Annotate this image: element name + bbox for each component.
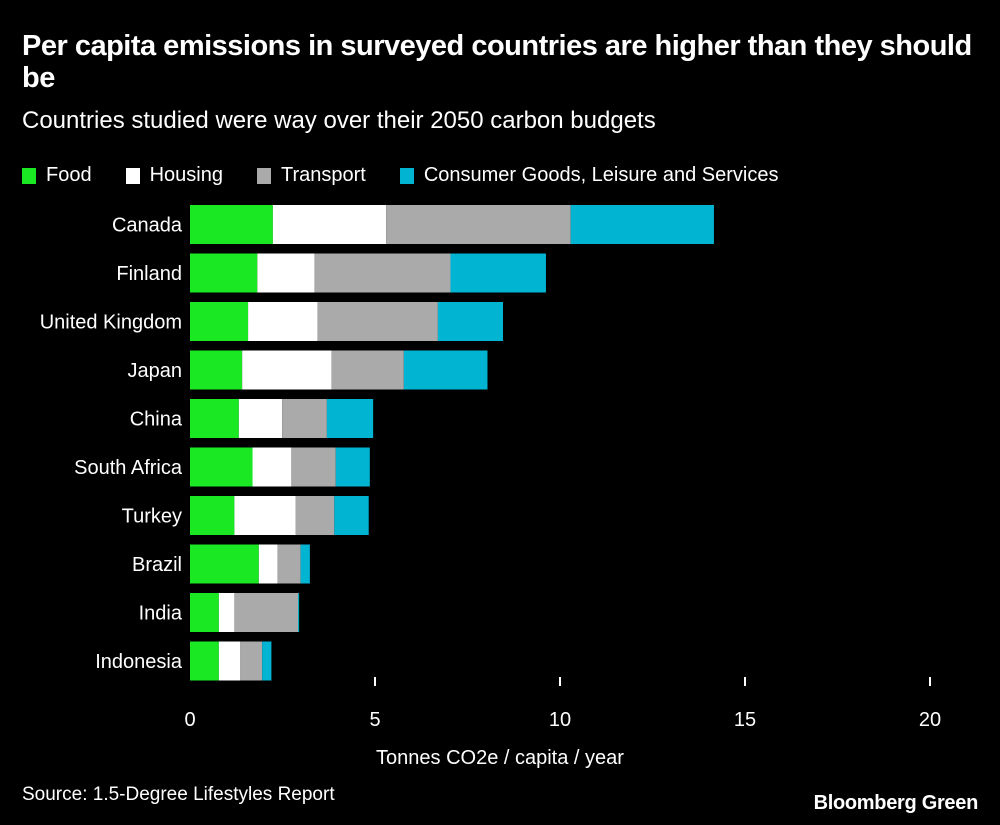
x-tick-label: 10	[549, 709, 571, 731]
category-label: Canada	[112, 215, 183, 237]
bar-segment-consumer	[300, 544, 310, 584]
bar-segment-transport	[386, 205, 571, 244]
legend-swatch-consumer-goods	[399, 167, 414, 184]
bar-segment-housing	[252, 447, 292, 487]
legend-label-housing: Housing	[149, 164, 223, 186]
source-note: Source: 1.5-Degree Lifestyles Report	[22, 784, 335, 805]
legend-item-food: Food	[22, 164, 92, 187]
bar-segment-housing	[238, 399, 283, 438]
x-tick-label: 15	[734, 709, 756, 731]
legend-swatch-food	[22, 167, 36, 184]
bar-segment-housing	[248, 302, 318, 341]
bar-segment-consumer	[335, 447, 370, 487]
legend-label-transport: Transport	[280, 164, 366, 186]
bar-segment-housing	[242, 350, 332, 390]
bar-segment-transport	[234, 593, 299, 632]
legend: Food Housing Transport Consumer Goods, L…	[22, 164, 812, 187]
bar-segment-consumer	[403, 350, 488, 390]
legend-item-transport: Transport	[256, 164, 366, 187]
bar-segment-consumer	[334, 496, 369, 535]
legend-label-consumer-goods: Consumer Goods, Leisure and Services	[423, 164, 779, 186]
chart-title: Per capita emissions in surveyed countri…	[22, 30, 972, 94]
category-label: Turkey	[122, 506, 182, 528]
category-label: China	[130, 409, 183, 431]
bar-segment-housing	[218, 641, 241, 681]
bar-segment-transport	[240, 641, 263, 681]
legend-swatch-transport	[256, 167, 271, 184]
bar-segment-transport	[282, 399, 327, 438]
bar-segment-housing	[257, 253, 315, 293]
bar-segment-food	[190, 593, 219, 632]
x-tick-label: 5	[369, 709, 380, 731]
bar-segment-transport	[295, 496, 335, 535]
bar-segment-transport	[277, 544, 301, 584]
bar-segment-food	[190, 350, 243, 390]
bar-segment-food	[190, 205, 273, 244]
bar-segment-housing	[218, 593, 235, 632]
bar-segment-housing	[258, 544, 278, 584]
bar-segment-consumer	[570, 205, 714, 244]
bar-segment-consumer	[262, 641, 272, 681]
bar-segment-transport	[314, 253, 451, 293]
bar-segment-consumer	[450, 253, 546, 293]
category-label: Finland	[116, 263, 182, 285]
bar-segment-housing	[234, 496, 296, 535]
bar-segment-food	[190, 302, 249, 341]
category-label: United Kingdom	[40, 312, 182, 334]
bar-segment-transport	[291, 447, 336, 487]
bar-segment-food	[190, 641, 219, 681]
bar-segment-consumer	[326, 399, 374, 438]
bar-segment-food	[190, 253, 258, 293]
legend-label-food: Food	[46, 164, 92, 186]
bar-segment-housing	[272, 205, 387, 244]
category-label: Brazil	[132, 554, 182, 576]
category-label: South Africa	[74, 457, 183, 479]
category-label: Indonesia	[95, 651, 183, 673]
category-label: Japan	[128, 360, 183, 382]
brand-logo: Bloomberg Green	[813, 792, 979, 814]
legend-item-consumer-goods: Consumer Goods, Leisure and Services	[399, 164, 779, 187]
legend-item-housing: Housing	[125, 164, 223, 187]
bar-segment-food	[190, 447, 253, 487]
bar-segment-consumer	[437, 302, 504, 341]
bar-segment-transport	[331, 350, 404, 390]
chart-subtitle: Countries studied were way over their 20…	[22, 107, 656, 134]
x-tick-label: 0	[184, 709, 195, 731]
category-label: India	[139, 603, 183, 625]
bar-segment-food	[190, 544, 259, 584]
x-tick-label: 20	[919, 709, 941, 731]
bar-segment-food	[190, 399, 239, 438]
bar-segment-transport	[317, 302, 438, 341]
legend-swatch-housing	[125, 167, 140, 184]
bar-segment-food	[190, 496, 235, 535]
bar-segment-consumer	[298, 593, 300, 632]
x-axis-label: Tonnes CO2e / capita / year	[376, 747, 624, 769]
